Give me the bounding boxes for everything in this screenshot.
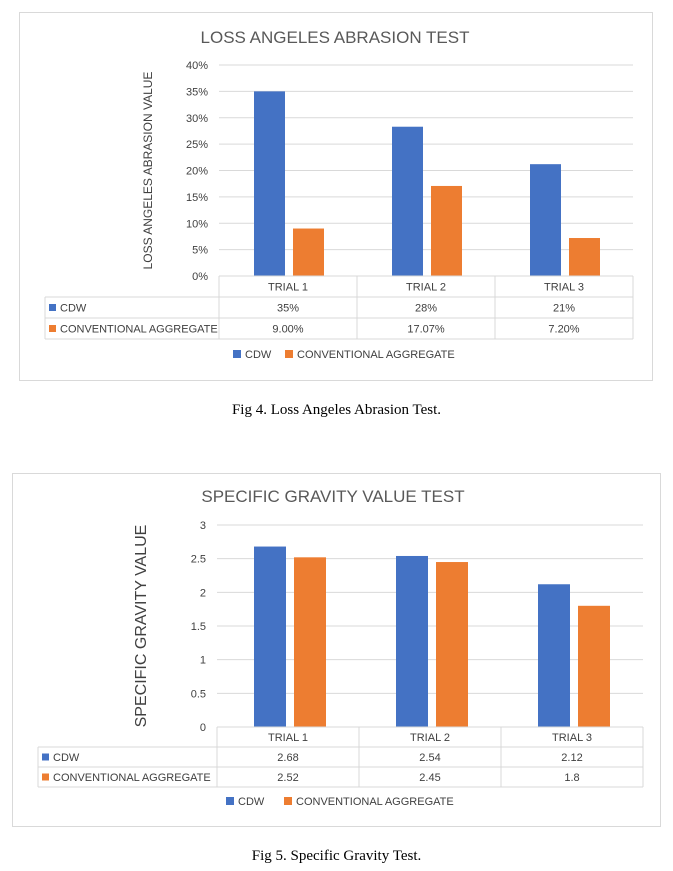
- bar-cdw-trial-1: [254, 91, 285, 276]
- legend-label-conventional: CONVENTIONAL AGGREGATE: [297, 349, 455, 361]
- category-label: TRIAL 1: [268, 732, 308, 744]
- table-value: 7.20%: [548, 324, 579, 336]
- y-tick-label: 1: [200, 655, 206, 667]
- legend-swatch-cdw: [233, 350, 241, 358]
- table-legend-key: [42, 753, 49, 761]
- y-tick-label: 2.5: [191, 554, 206, 566]
- legend-swatch-conventional: [284, 797, 292, 805]
- figure-5-caption: Fig 5. Specific Gravity Test.: [251, 848, 422, 864]
- y-tick-label: 0.5: [191, 688, 206, 700]
- table-value: 1.8: [564, 772, 579, 784]
- y-axis-label: LOSS ANGELES ABRASION VALUE: [141, 72, 155, 270]
- bar-conventional-trial-3: [578, 605, 610, 727]
- bar-cdw-trial-3: [538, 584, 570, 727]
- y-tick-label: 0: [200, 722, 206, 734]
- bar-conventional-trial-1: [293, 228, 324, 276]
- table-value: 9.00%: [272, 324, 303, 336]
- table-value: 2.12: [561, 752, 582, 764]
- table-value: 2.54: [419, 752, 440, 764]
- category-label: TRIAL 2: [410, 732, 450, 744]
- table-value: 17.07%: [407, 324, 445, 336]
- y-tick-label: 5%: [192, 245, 208, 257]
- table-legend-key: [49, 325, 56, 332]
- abrasion-chart-frame: LOSS ANGELES ABRASION TEST 0% 5% 10% 15% 20% 2…: [19, 12, 653, 381]
- legend-label-cdw: CDW: [238, 796, 265, 808]
- category-label: TRIAL 1: [268, 282, 308, 294]
- y-tick-label: 25%: [186, 139, 208, 151]
- table-value: 35%: [277, 303, 299, 315]
- category-label: TRIAL 3: [544, 282, 584, 294]
- specific-gravity-chart: SPECIFIC GRAVITY VALUE TEST 0 0.5 1 1.5 2 2.5 3…: [37, 487, 644, 808]
- y-tick-label: 3: [200, 520, 206, 532]
- y-tick-label: 35%: [186, 86, 208, 98]
- specific-gravity-chart-frame: SPECIFIC GRAVITY VALUE TEST 0 0.5 1 1.5 2 2.5 3…: [12, 473, 661, 827]
- bar-conventional-trial-2: [431, 185, 462, 276]
- bar-cdw-trial-2: [392, 126, 423, 276]
- table-series-name: CDW: [53, 752, 80, 764]
- table-legend-key: [42, 773, 49, 781]
- table-series-name: CONVENTIONAL AGGREGATE: [60, 324, 218, 336]
- bar-conventional-trial-1: [294, 557, 326, 727]
- y-tick-label: 0%: [192, 271, 208, 283]
- legend-label-conventional: CONVENTIONAL AGGREGATE: [296, 796, 454, 808]
- legend-label-cdw: CDW: [245, 349, 272, 361]
- table-legend-key: [49, 304, 56, 311]
- abrasion-chart: LOSS ANGELES ABRASION TEST 0% 5% 10% 15% 20% 2…: [44, 28, 634, 361]
- category-label: TRIAL 3: [552, 732, 592, 744]
- bar-cdw-trial-3: [530, 164, 561, 276]
- table-value: 2.52: [277, 772, 298, 784]
- bar-cdw-trial-2: [396, 555, 428, 727]
- y-tick-label: 30%: [186, 113, 208, 125]
- y-tick-label: 2: [200, 587, 206, 599]
- table-value: 21%: [553, 303, 575, 315]
- bar-cdw-trial-1: [254, 546, 286, 727]
- table-value: 2.45: [419, 772, 440, 784]
- y-tick-label: 10%: [186, 218, 208, 230]
- y-tick-label: 15%: [186, 192, 208, 204]
- y-tick-label: 40%: [186, 60, 208, 72]
- legend-swatch-cdw: [226, 797, 234, 805]
- y-axis-label: SPECIFIC GRAVITY VALUE: [133, 525, 150, 728]
- y-tick-label: 20%: [186, 166, 208, 178]
- y-tick-label: 1.5: [191, 621, 206, 633]
- figure-4-caption: Fig 4. Loss Angeles Abrasion Test.: [231, 402, 442, 418]
- chart-title: LOSS ANGELES ABRASION TEST: [201, 28, 470, 47]
- bar-conventional-trial-3: [569, 238, 600, 276]
- legend-swatch-conventional: [285, 350, 293, 358]
- category-label: TRIAL 2: [406, 282, 446, 294]
- table-series-name: CONVENTIONAL AGGREGATE: [53, 772, 211, 784]
- table-value: 28%: [415, 303, 437, 315]
- table-series-name: CDW: [60, 303, 87, 315]
- chart-title: SPECIFIC GRAVITY VALUE TEST: [201, 487, 464, 506]
- bar-conventional-trial-2: [436, 562, 468, 727]
- table-value: 2.68: [277, 752, 298, 764]
